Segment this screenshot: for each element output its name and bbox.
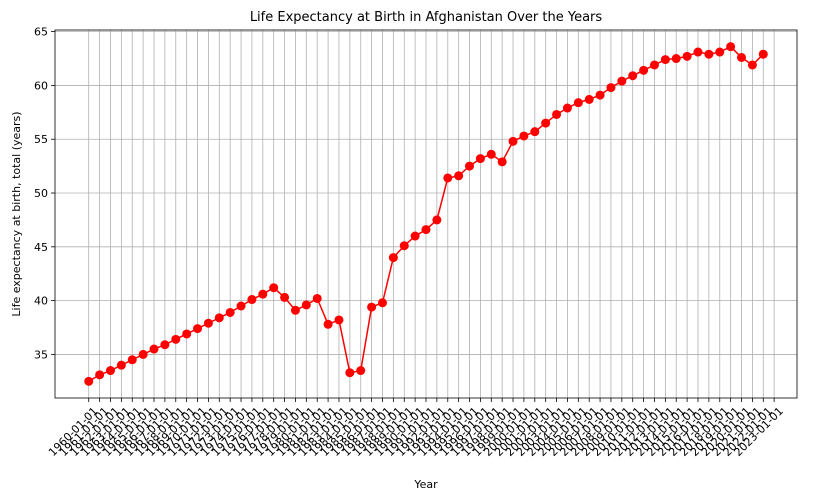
marker: [530, 127, 540, 137]
marker: [475, 154, 485, 164]
marker: [84, 376, 94, 386]
marker: [345, 368, 355, 378]
marker: [421, 225, 431, 235]
marker: [236, 301, 246, 311]
marker: [290, 305, 300, 315]
marker: [388, 253, 398, 263]
marker: [149, 344, 159, 354]
y-tick-label: 35: [34, 348, 48, 361]
marker: [269, 283, 279, 293]
marker: [432, 215, 442, 225]
marker: [410, 231, 420, 241]
marker: [726, 42, 736, 52]
marker: [334, 315, 344, 325]
marker: [160, 340, 170, 350]
marker: [225, 307, 235, 317]
marker: [95, 370, 105, 380]
marker: [649, 60, 659, 70]
marker: [595, 90, 605, 100]
marker: [106, 366, 116, 376]
marker: [214, 313, 224, 323]
marker: [617, 76, 627, 86]
marker: [377, 298, 387, 308]
marker: [280, 292, 290, 302]
marker: [258, 289, 268, 299]
marker: [138, 349, 148, 359]
marker: [312, 293, 322, 303]
marker: [736, 52, 746, 62]
marker: [182, 329, 192, 339]
marker: [508, 136, 518, 146]
marker: [443, 173, 453, 183]
marker: [562, 103, 572, 113]
plot-frame: [54, 29, 798, 399]
marker: [193, 324, 203, 334]
marker: [247, 295, 257, 305]
marker: [356, 366, 366, 376]
marker: [671, 54, 681, 64]
marker: [203, 318, 213, 328]
marker: [606, 83, 616, 93]
marker: [747, 60, 757, 70]
marker: [465, 161, 475, 171]
y-tick-label: 50: [34, 187, 48, 200]
y-tick-label: 45: [34, 241, 48, 254]
chart-title: Life Expectancy at Birth in Afghanistan …: [250, 10, 603, 25]
marker: [758, 49, 768, 59]
y-axis-label: Life expectancy at birth, total (years): [10, 111, 23, 316]
marker: [171, 334, 181, 344]
x-axis-label: Year: [413, 478, 438, 491]
marker: [715, 47, 725, 57]
marker: [116, 360, 126, 370]
marker: [301, 300, 311, 310]
marker: [584, 94, 594, 104]
marker: [541, 118, 551, 128]
y-tick-label: 55: [34, 133, 48, 146]
marker: [693, 47, 703, 57]
marker: [497, 157, 507, 167]
marker: [454, 171, 464, 181]
y-tick-label: 65: [34, 26, 48, 39]
y-tick-label: 60: [34, 79, 48, 92]
marker: [704, 49, 714, 59]
marker: [639, 65, 649, 75]
marker: [399, 241, 409, 251]
marker: [367, 302, 377, 312]
y-tick-label: 40: [34, 295, 48, 308]
marker: [660, 55, 670, 65]
marker: [628, 71, 638, 81]
marker: [519, 131, 529, 141]
marker: [573, 98, 583, 108]
marker: [486, 149, 496, 159]
marker: [127, 355, 137, 365]
marker: [323, 319, 333, 329]
marker: [682, 51, 692, 61]
marker: [552, 109, 562, 119]
